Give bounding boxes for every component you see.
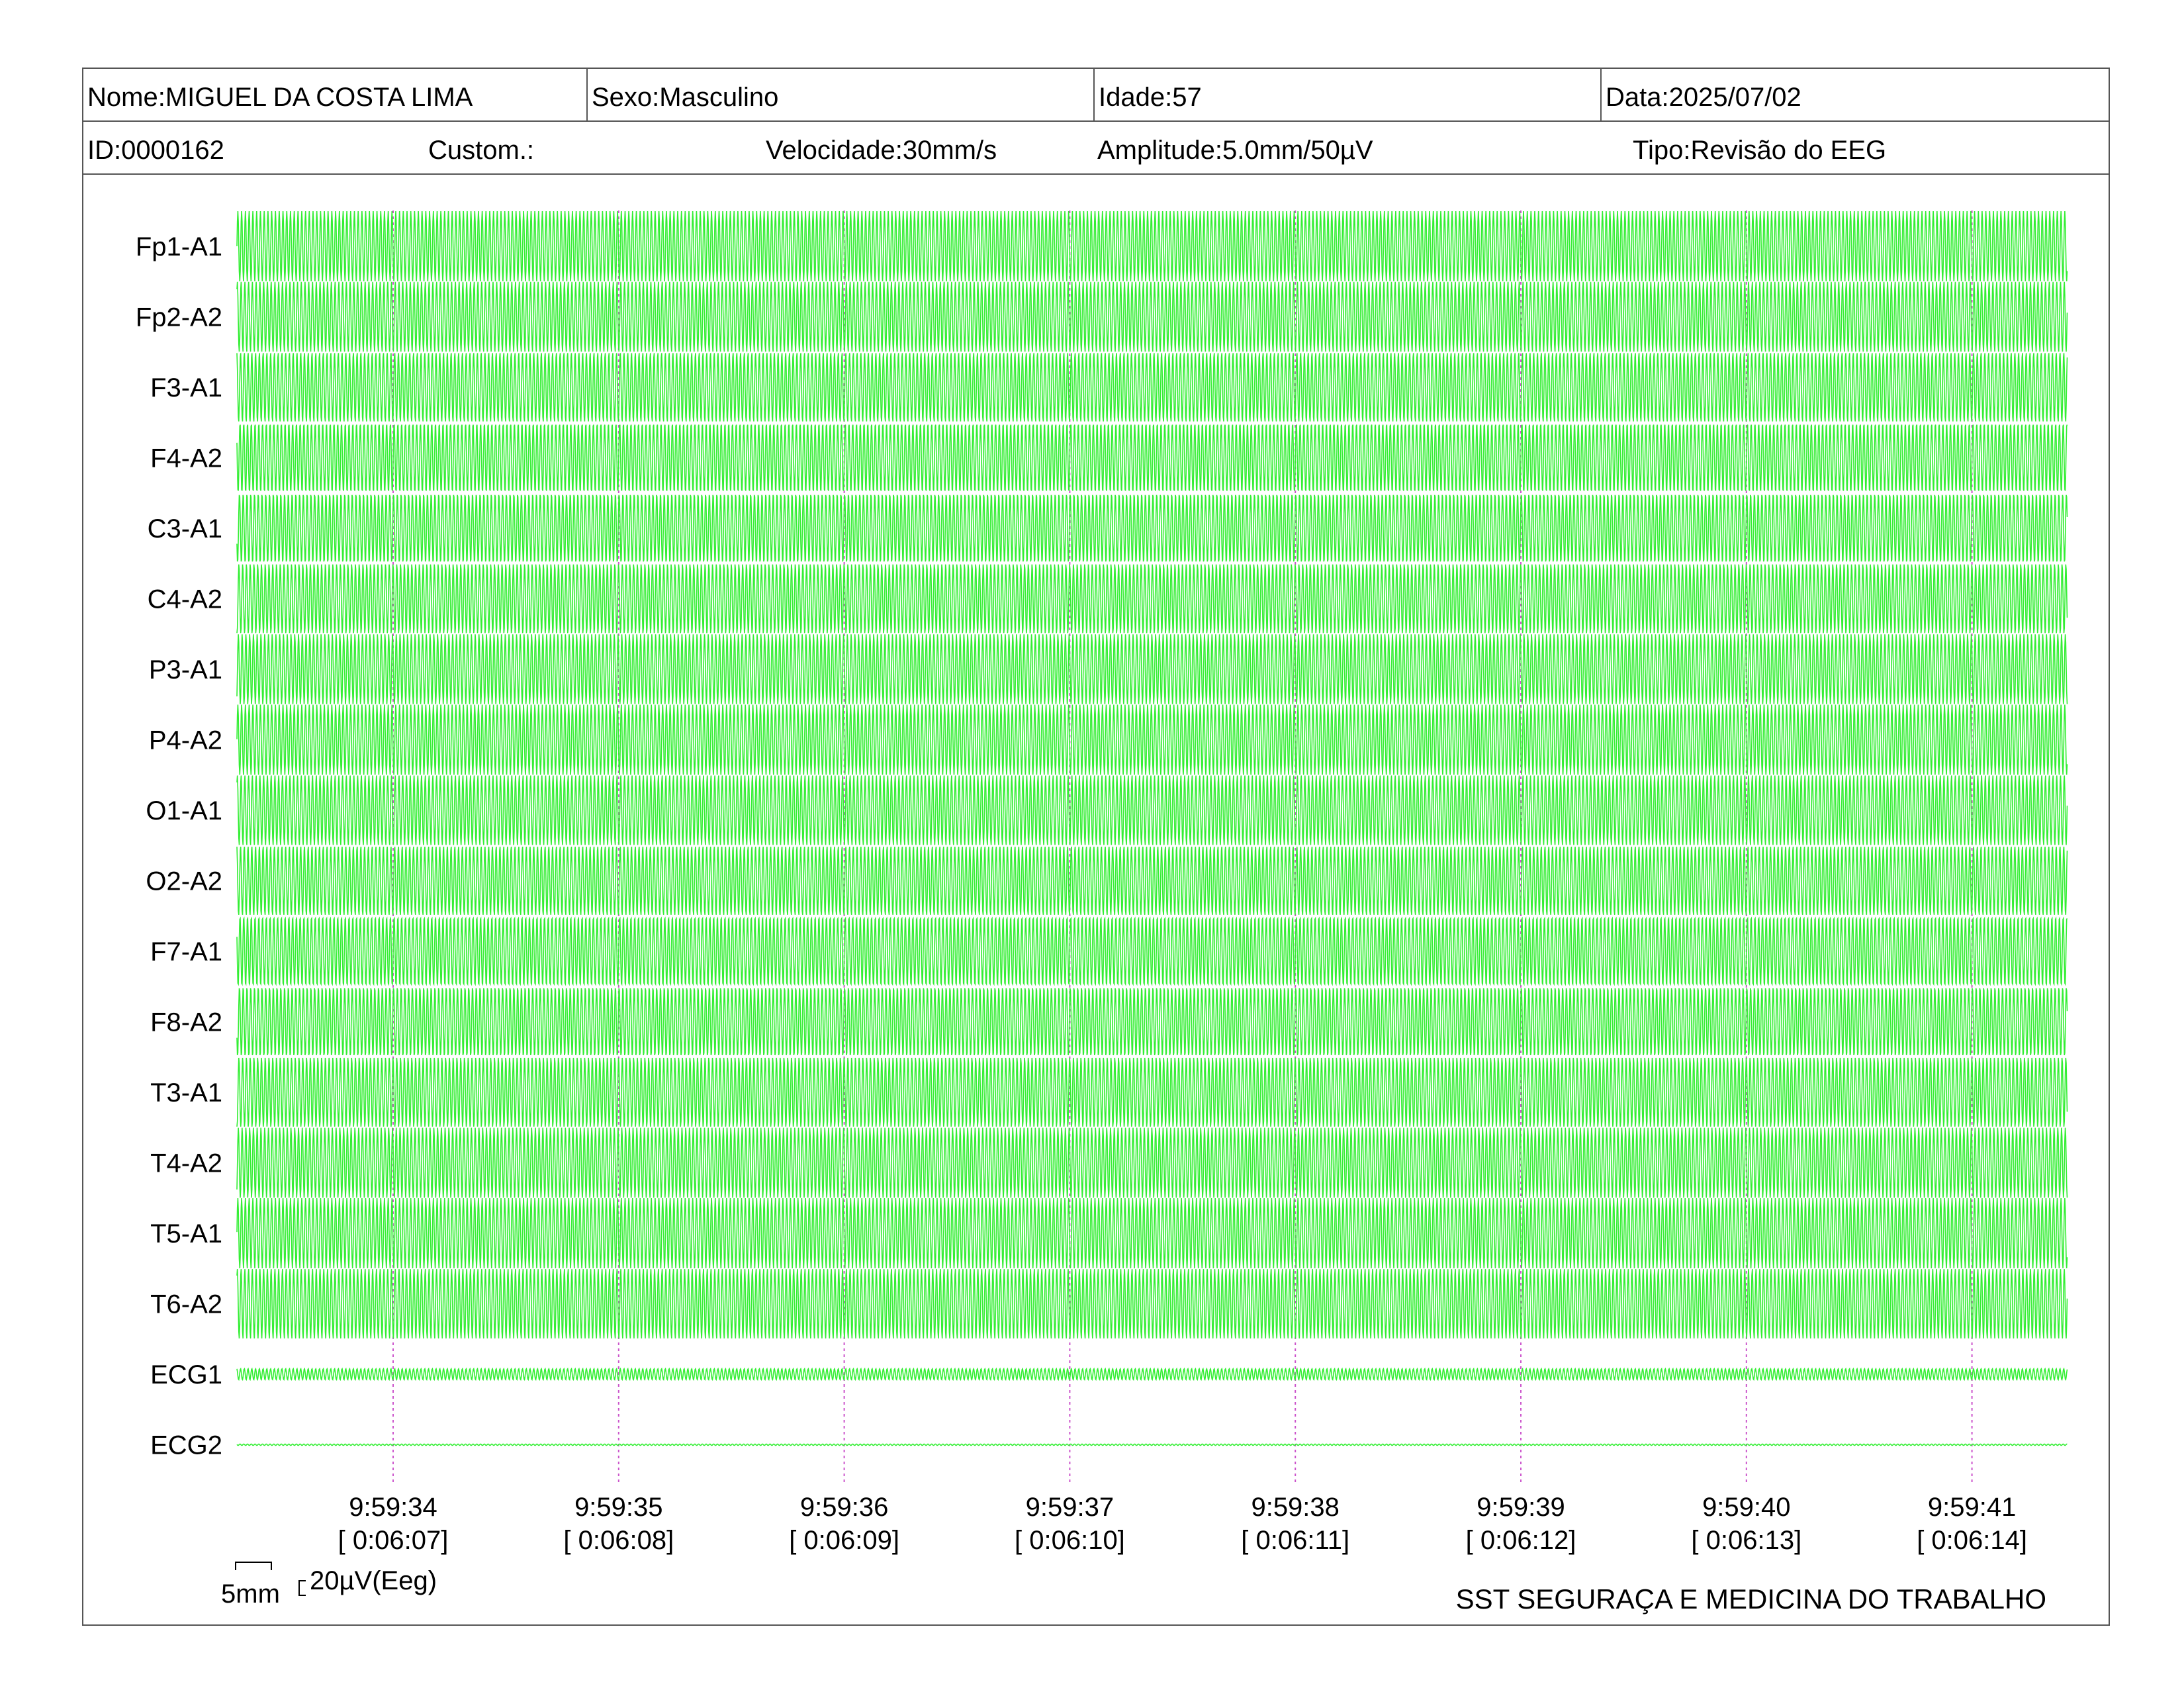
time-tick-elapsed: [ 0:06:13] [1691,1526,1801,1555]
channel-trace [236,1443,2068,1446]
channel-trace [236,1127,2068,1198]
channel-trace [236,211,2068,282]
exam-type: Tipo:Revisão do EEG [1633,136,1887,165]
channel-trace [236,916,2068,986]
channel-label: O1-A1 [146,796,222,825]
time-tick-clock: 9:59:40 [1702,1493,1790,1522]
time-tick-elapsed: [ 0:06:14] [1917,1526,2027,1555]
time-scale-label: 5mm [221,1579,280,1609]
channel-trace [236,704,2068,775]
channel-label: F7-A1 [150,937,222,966]
time-tick-elapsed: [ 0:06:12] [1466,1526,1576,1555]
custom-field: Custom.: [428,136,535,165]
channel-label: C3-A1 [148,514,222,543]
patient-id: ID:0000162 [87,136,224,165]
time-tick-clock: 9:59:38 [1251,1493,1339,1522]
channel-labels: Fp1-A1 Fp2-A2 F3-A1 F4-A2 C3-A1 C4-A2 P3-A1 P4-… [136,232,222,1460]
time-tick-elapsed: [ 0:06:09] [789,1526,899,1555]
header-row-2: ID:0000162 Custom.: Velocidade:30mm/s Am… [83,122,2109,175]
channel-label: Fp2-A2 [136,303,222,332]
channel-label: P4-A2 [149,726,222,755]
time-tick-clock: 9:59:39 [1477,1493,1565,1522]
amplitude-scale-bracket [298,1580,306,1596]
report-sheet: Nome:MIGUEL DA COSTA LIMA Sexo:Masculino… [82,68,2110,1626]
paper-speed: Velocidade:30mm/s [766,136,997,165]
patient-name: Nome:MIGUEL DA COSTA LIMA [87,83,473,112]
patient-sex: Sexo:Masculino [586,69,1093,120]
channel-label: T5-A1 [150,1219,222,1248]
channel-trace [236,846,2068,915]
patient-age: Idade:57 [1093,69,1600,120]
time-tick-elapsed: [ 0:06:08] [563,1526,674,1555]
channel-label: F8-A2 [150,1008,222,1037]
channel-label: F3-A1 [150,373,222,402]
time-tick-clock: 9:59:41 [1928,1493,2016,1522]
channel-trace [236,1367,2068,1382]
channel-label: T3-A1 [150,1078,222,1107]
time-tick-clock: 9:59:34 [349,1493,437,1522]
channel-trace [236,424,2068,491]
channel-label: P3-A1 [149,655,222,684]
time-axis-labels: 9:59:34 [ 0:06:07] 9:59:35 [ 0:06:08] 9:59:3… [338,1493,2027,1555]
channel-trace [236,775,2068,845]
exam-date: Data:2025/07/02 [1600,69,2109,120]
time-tick-elapsed: [ 0:06:07] [338,1526,449,1555]
channel-trace [236,634,2068,704]
amplitude-scale-label: 20µV(Eeg) [310,1566,437,1595]
channel-trace [236,1269,2068,1338]
time-tick-clock: 9:59:35 [574,1493,662,1522]
time-tick-elapsed: [ 0:06:10] [1015,1526,1125,1555]
channel-trace [236,494,2068,562]
channel-label: C4-A2 [148,585,222,614]
channel-trace [236,1057,2068,1127]
channel-label: F4-A2 [150,444,222,473]
channel-trace [236,281,2068,352]
time-tick-clock: 9:59:36 [800,1493,888,1522]
scale-bar [235,1562,306,1596]
channel-trace [236,988,2068,1056]
channel-label: T4-A2 [150,1149,222,1178]
channel-trace [236,353,2068,422]
channel-traces [236,211,2068,1446]
channel-trace [236,564,2068,633]
channel-trace [236,1197,2068,1269]
amplitude-setting: Amplitude:5.0mm/50µV [1097,136,1373,165]
channel-label: Fp1-A1 [136,232,222,261]
channel-label: T6-A2 [150,1290,222,1319]
time-tick-clock: 9:59:37 [1026,1493,1114,1522]
time-tick-elapsed: [ 0:06:11] [1241,1526,1349,1555]
organization-name: SST SEGURAÇA E MEDICINA DO TRABALHO [1455,1583,2046,1615]
header-row-1: Nome:MIGUEL DA COSTA LIMA Sexo:Masculino… [83,69,2109,122]
channel-label: O2-A2 [146,867,222,896]
time-scale-bracket [235,1562,272,1570]
channel-label: ECG1 [150,1360,222,1389]
channel-label: ECG2 [150,1431,222,1460]
